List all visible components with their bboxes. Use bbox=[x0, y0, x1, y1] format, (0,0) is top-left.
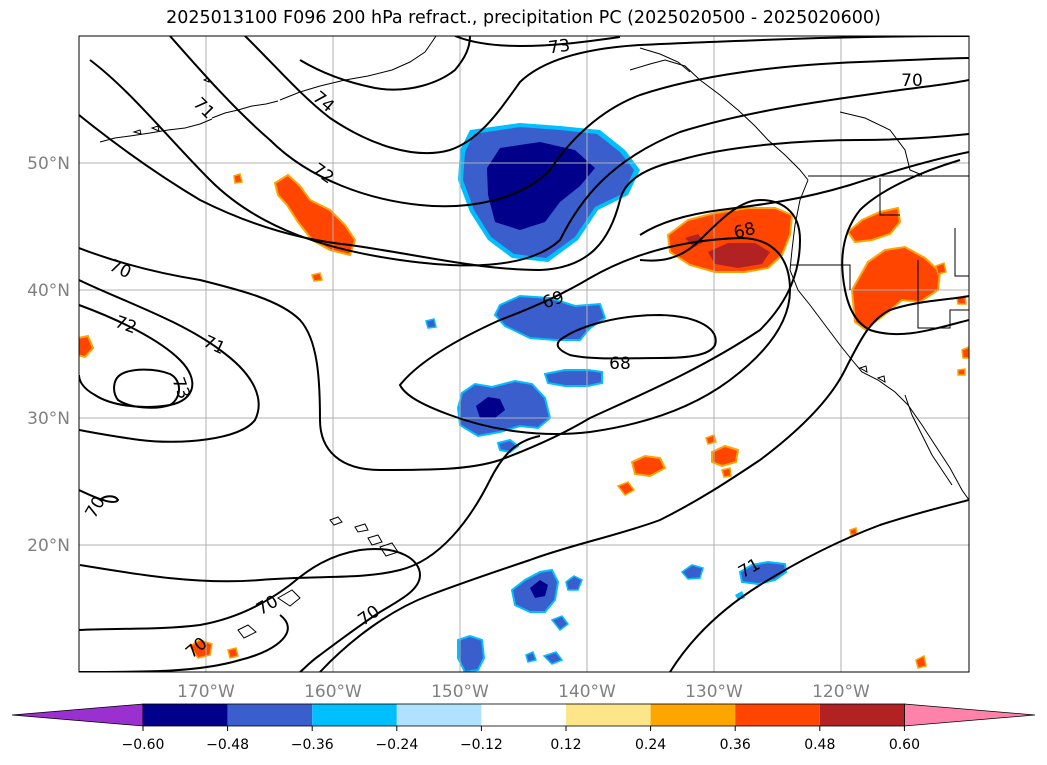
lat-label: 30°N bbox=[27, 409, 70, 429]
contour-72-west bbox=[79, 304, 194, 408]
colorbar-tick-label: −0.36 bbox=[291, 737, 334, 753]
colorbar-tick-label: −0.48 bbox=[206, 737, 249, 753]
contour-70-west bbox=[79, 198, 802, 472]
colorbar-segment bbox=[650, 704, 736, 726]
colorbar-tick-label: 0.60 bbox=[889, 737, 920, 753]
contour-68-east bbox=[639, 151, 969, 236]
colorbar-segment bbox=[143, 704, 228, 726]
baja-coastline bbox=[904, 394, 953, 486]
contour-71-west bbox=[79, 279, 260, 443]
contour-73-north bbox=[454, 36, 621, 48]
contour-label: 70 bbox=[901, 71, 923, 91]
colorbar-segment bbox=[481, 704, 566, 726]
latitude-labels: 50°N 40°N 30°N 20°N bbox=[27, 154, 70, 556]
lon-label: 120°W bbox=[812, 682, 870, 702]
contour-73-west bbox=[113, 368, 180, 409]
colorbar-segment bbox=[312, 704, 397, 726]
colorbar: −0.60 −0.48 −0.36 −0.24 −0.12 0.12 0.24 … bbox=[11, 703, 1036, 753]
colorbar-tick-label: −0.24 bbox=[375, 737, 418, 753]
contour-label: 68 bbox=[609, 354, 631, 374]
colorbar-tick-label: 0.48 bbox=[804, 737, 835, 753]
alaska-coastline bbox=[279, 36, 437, 101]
colorbar-max-extension bbox=[904, 703, 1036, 727]
colorbar-segment bbox=[227, 704, 313, 726]
negative-precip-areas bbox=[425, 123, 788, 672]
contour-71-upper bbox=[79, 114, 969, 272]
colorbar-segment bbox=[735, 704, 820, 726]
contour-70-north bbox=[89, 59, 969, 267]
grid-lines bbox=[79, 36, 969, 672]
lon-label: 160°W bbox=[304, 682, 362, 702]
colorbar-min-extension bbox=[11, 703, 144, 727]
colorbar-tick-label: −0.12 bbox=[460, 737, 503, 753]
colorbar-segment bbox=[566, 704, 651, 726]
colorbar-tick-label: 0.12 bbox=[550, 737, 581, 753]
lat-label: 20°N bbox=[27, 536, 70, 556]
contour-70-southeast bbox=[319, 295, 969, 672]
lon-label: 130°W bbox=[685, 682, 743, 702]
contour-label: 73 bbox=[547, 36, 571, 59]
north-america-coastline bbox=[789, 179, 969, 501]
lon-label: 150°W bbox=[431, 682, 489, 702]
contour-70-south bbox=[79, 548, 422, 672]
contour-68-central bbox=[556, 313, 717, 360]
contour-70-southwest bbox=[79, 489, 120, 503]
map-title: 2025013100 F096 200 hPa refract., precip… bbox=[166, 8, 881, 28]
colorbar-tick-label: 0.24 bbox=[635, 737, 666, 753]
colorbar-segment bbox=[819, 704, 905, 726]
map-panel: 73 70 71 74 72 70 72 71 73 69 68 68 71 7… bbox=[79, 36, 969, 672]
longitude-labels: 170°W 160°W 150°W 140°W 130°W 120°W bbox=[177, 682, 870, 702]
contour-69 bbox=[398, 236, 792, 435]
contour-74-north bbox=[299, 36, 471, 91]
lat-label: 40°N bbox=[27, 281, 70, 301]
lon-label: 170°W bbox=[177, 682, 235, 702]
lon-label: 140°W bbox=[558, 682, 616, 702]
colorbar-tick-label: −0.60 bbox=[122, 737, 165, 753]
refractivity-contours bbox=[79, 36, 969, 672]
contour-71-east bbox=[841, 159, 969, 336]
colorbar-tick-label: 0.36 bbox=[720, 737, 751, 753]
contour-71-north bbox=[169, 36, 969, 208]
colorbar-frame bbox=[142, 703, 905, 727]
colorbar-segment bbox=[396, 704, 482, 726]
contour-71-south bbox=[669, 499, 969, 672]
contour-72-north bbox=[244, 36, 969, 155]
lat-label: 50°N bbox=[27, 154, 70, 174]
contour-70-pacific bbox=[79, 435, 541, 583]
precip-pos-west-pacific bbox=[273, 173, 357, 257]
precip-neg-central-pacific bbox=[493, 294, 607, 341]
map-frame bbox=[78, 35, 970, 673]
